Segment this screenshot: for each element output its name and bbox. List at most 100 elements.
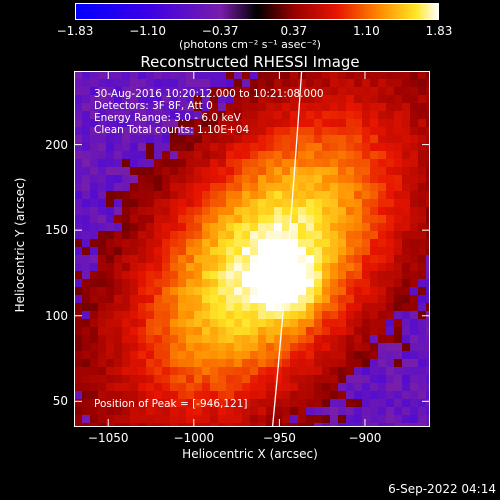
heatmap-cell xyxy=(290,71,299,80)
heatmap-cell xyxy=(314,279,323,288)
heatmap-cell xyxy=(162,407,171,416)
heatmap-cell xyxy=(178,255,187,264)
heatmap-cell xyxy=(274,311,283,320)
heatmap-cell xyxy=(258,423,267,427)
heatmap-cell xyxy=(154,239,163,248)
heatmap-cell xyxy=(114,311,123,320)
heatmap-cell xyxy=(74,207,83,216)
heatmap-cell xyxy=(226,111,235,120)
heatmap-cell xyxy=(322,103,331,112)
heatmap-cell xyxy=(98,351,107,360)
heatmap-cell xyxy=(410,175,419,184)
heatmap-cell xyxy=(290,103,299,112)
heatmap-cell xyxy=(418,119,427,128)
heatmap-cell xyxy=(370,279,379,288)
heatmap-cell xyxy=(82,135,91,144)
heatmap-cell xyxy=(210,335,219,344)
heatmap-cell xyxy=(154,191,163,200)
heatmap-cell xyxy=(82,87,91,96)
heatmap-cell xyxy=(274,167,283,176)
heatmap-cell xyxy=(378,231,387,240)
heatmap-cell xyxy=(74,335,83,344)
heatmap-cell xyxy=(250,159,259,168)
heatmap-cell xyxy=(418,175,427,184)
heatmap-cell xyxy=(178,367,187,376)
heatmap-cell xyxy=(130,167,139,176)
heatmap-cell xyxy=(322,415,331,424)
heatmap-cell xyxy=(210,191,219,200)
heatmap-cell xyxy=(378,335,387,344)
heatmap-cell xyxy=(170,303,179,312)
heatmap-cell xyxy=(162,415,171,424)
heatmap-cell xyxy=(290,367,299,376)
heatmap-cell xyxy=(82,263,91,272)
heatmap-cell xyxy=(106,119,115,128)
heatmap-cell xyxy=(106,335,115,344)
heatmap-cell xyxy=(146,79,155,88)
heatmap-cell xyxy=(130,423,139,427)
heatmap-cell xyxy=(162,383,171,392)
heatmap-cell xyxy=(74,215,83,224)
heatmap-cell xyxy=(338,391,347,400)
heatmap-cell xyxy=(410,87,419,96)
heatmap-cell xyxy=(226,335,235,344)
heatmap-cell xyxy=(258,287,267,296)
heatmap-cell xyxy=(138,111,147,120)
heatmap-cell xyxy=(338,383,347,392)
heatmap-cell xyxy=(186,71,195,80)
heatmap-cell xyxy=(170,399,179,408)
heatmap-cell xyxy=(202,119,211,128)
heatmap-cell xyxy=(410,255,419,264)
heatmap-cell xyxy=(250,287,259,296)
heatmap-cell xyxy=(194,239,203,248)
heatmap-cell xyxy=(298,199,307,208)
heatmap-cell xyxy=(394,79,403,88)
heatmap-cell xyxy=(210,87,219,96)
heatmap-cell xyxy=(314,303,323,312)
heatmap-cell xyxy=(82,183,91,192)
heatmap-cell xyxy=(250,271,259,280)
heatmap-cell xyxy=(402,359,411,368)
heatmap-cell xyxy=(122,79,131,88)
heatmap-cell xyxy=(250,343,259,352)
heatmap-cell xyxy=(194,167,203,176)
heatmap-cell xyxy=(218,375,227,384)
heatmap-cell xyxy=(338,231,347,240)
heatmap-cell xyxy=(298,343,307,352)
heatmap-cell xyxy=(386,175,395,184)
heatmap-cell xyxy=(426,167,430,176)
heatmap-cell xyxy=(314,343,323,352)
heatmap-cell xyxy=(378,423,387,427)
heatmap-cell xyxy=(130,399,139,408)
heatmap-cell xyxy=(258,327,267,336)
heatmap-cell xyxy=(122,423,131,427)
heatmap-cell xyxy=(98,343,107,352)
heatmap-cell xyxy=(378,151,387,160)
heatmap-cell xyxy=(146,303,155,312)
heatmap-cell xyxy=(234,87,243,96)
heatmap-cell xyxy=(90,375,99,384)
heatmap-cell xyxy=(170,159,179,168)
heatmap-cell xyxy=(298,79,307,88)
heatmap-cell xyxy=(242,423,251,427)
heatmap-cell xyxy=(290,143,299,152)
heatmap-cell xyxy=(394,367,403,376)
heatmap-cell xyxy=(146,191,155,200)
heatmap-cell xyxy=(154,295,163,304)
heatmap-cell xyxy=(314,95,323,104)
heatmap-cell xyxy=(82,111,91,120)
heatmap-cell xyxy=(178,327,187,336)
heatmap-cell xyxy=(242,79,251,88)
heatmap-cell xyxy=(218,247,227,256)
heatmap-cell xyxy=(354,271,363,280)
heatmap-cell xyxy=(122,183,131,192)
heatmap-cell xyxy=(82,71,91,80)
heatmap-cell xyxy=(114,279,123,288)
heatmap-cell xyxy=(266,127,275,136)
heatmap-cell xyxy=(170,311,179,320)
heatmap-cell xyxy=(426,359,430,368)
heatmap-cell xyxy=(378,407,387,416)
heatmap-cell xyxy=(90,71,99,80)
heatmap-cell xyxy=(146,335,155,344)
heatmap-cell xyxy=(154,71,163,80)
